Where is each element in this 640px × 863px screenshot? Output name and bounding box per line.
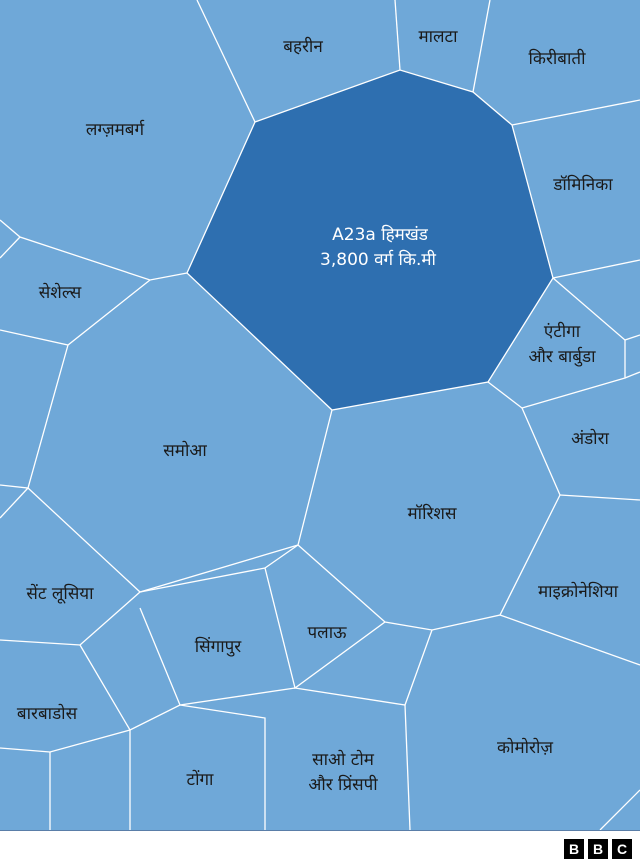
- label-barbados: बारबाडोस: [17, 703, 78, 724]
- label-palau: पलाऊ: [308, 623, 348, 643]
- iceberg-size-comparison-diagram: A23a हिमखंड 3,800 वर्ग कि.मी बहरीन मालटा…: [0, 0, 640, 830]
- label-kiribati: किरीबाती: [528, 48, 586, 69]
- bbc-logo: B B C: [564, 839, 632, 859]
- label-comoros: कोमोरोज़: [497, 737, 553, 758]
- label-dominica: डॉमिनिका: [552, 174, 613, 195]
- label-mauritius: मॉरिशस: [408, 503, 457, 524]
- label-sao-tome-line2: और प्रिंसपी: [308, 774, 378, 795]
- bbc-logo-b1: B: [564, 839, 584, 859]
- iceberg-label-area: 3,800 वर्ग कि.मी: [320, 249, 437, 270]
- label-tonga: टोंगा: [187, 769, 215, 790]
- label-bahrain: बहरीन: [283, 36, 323, 57]
- cell-borders: [0, 0, 640, 830]
- label-singapore: सिंगापुर: [195, 636, 243, 657]
- label-st-lucia: सेंट लूसिया: [26, 583, 94, 604]
- label-antigua-line2: और बार्बुडा: [528, 346, 596, 367]
- footer: [0, 830, 640, 863]
- label-andorra: अंडोरा: [571, 428, 609, 449]
- label-seychelles: सेशेल्स: [39, 282, 82, 303]
- label-micronesia: माइक्रोनेशिया: [538, 581, 619, 602]
- iceberg-label-name: A23a हिमखंड: [332, 224, 429, 245]
- bbc-logo-b2: B: [588, 839, 608, 859]
- label-malta: मालटा: [418, 27, 458, 47]
- label-antigua-line1: एंटीगा: [544, 321, 581, 342]
- label-luxembourg: लग्ज़मबर्ग: [86, 119, 145, 140]
- bbc-logo-c: C: [612, 839, 632, 859]
- label-sao-tome-line1: साओ टोम: [312, 749, 375, 770]
- label-samoa: समोआ: [163, 440, 207, 461]
